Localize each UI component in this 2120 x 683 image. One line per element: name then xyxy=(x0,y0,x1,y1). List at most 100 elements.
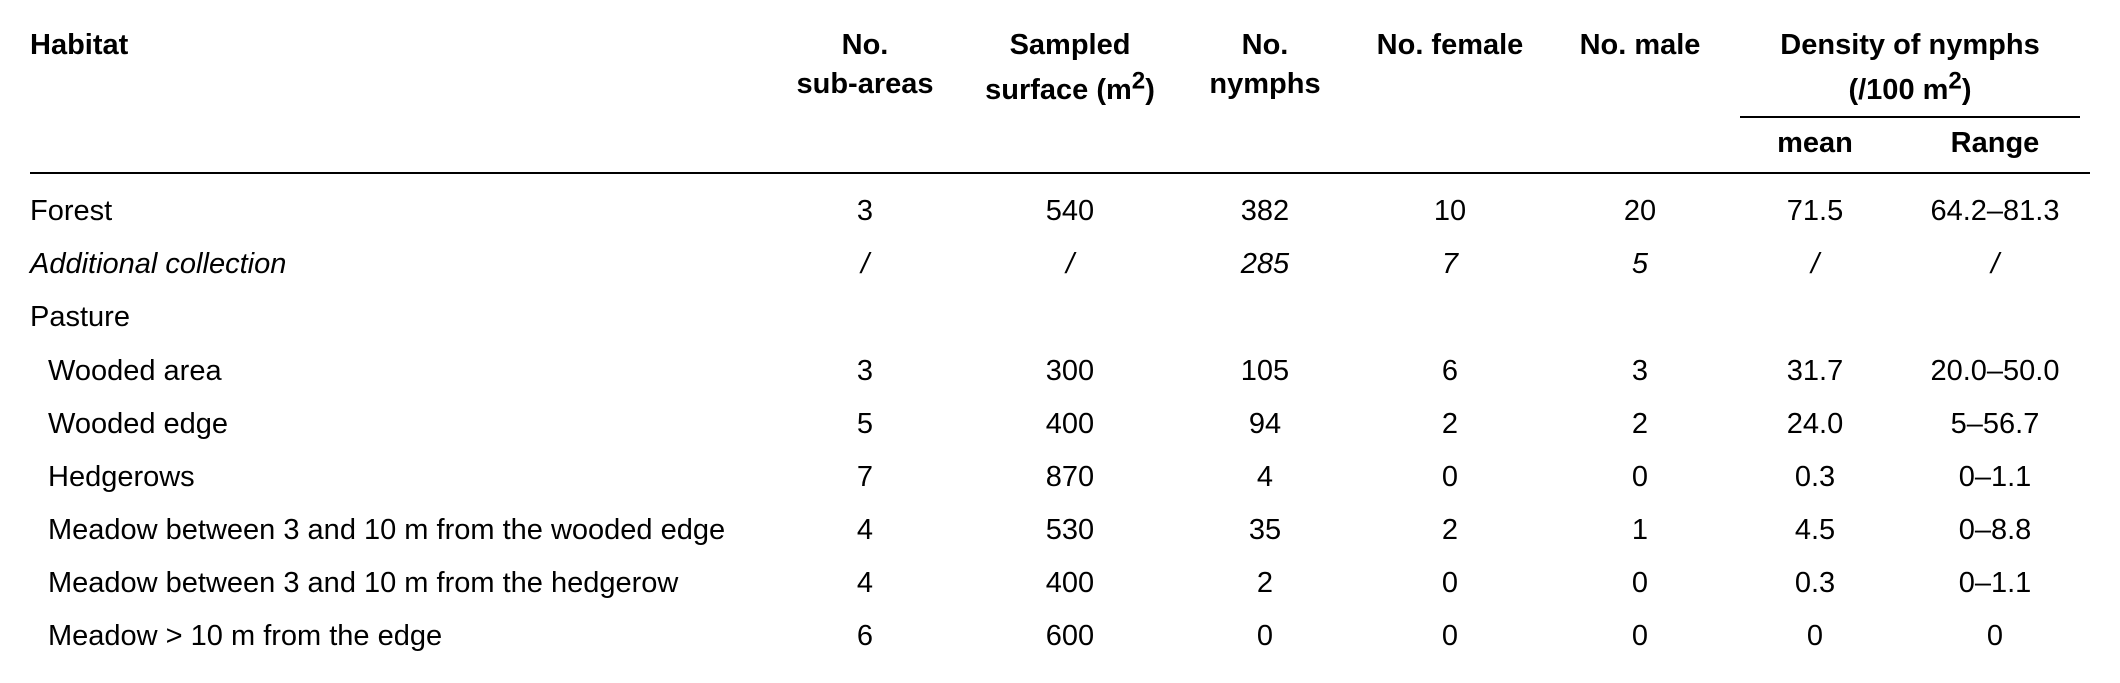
cell-mean xyxy=(1730,291,1900,344)
cell-mean: 24.0 xyxy=(1730,398,1900,451)
cell-female xyxy=(1350,291,1550,344)
col-nymphs-l2: nymphs xyxy=(1209,68,1320,100)
cell-nymphs: 2 xyxy=(1180,557,1350,610)
cell-range: 5–56.7 xyxy=(1900,398,2090,451)
col-surface-l2-sup: 2 xyxy=(1132,67,1145,94)
col-nymphs: No. nymphs xyxy=(1180,20,1350,173)
table-row: Additional collection//28575// xyxy=(30,238,2090,291)
cell-surface: 400 xyxy=(960,557,1180,610)
table-row: Forest3540382102071.564.2–81.3 xyxy=(30,173,2090,238)
density-subrule xyxy=(1740,116,2080,118)
cell-mean: 71.5 xyxy=(1730,173,1900,238)
cell-nymphs: 94 xyxy=(1180,398,1350,451)
col-male: No. male xyxy=(1550,20,1730,173)
cell-nymphs: 35 xyxy=(1180,504,1350,557)
cell-habitat: Additional collection xyxy=(30,238,770,291)
col-density: Density of nymphs (/100 m2) xyxy=(1730,20,2090,124)
cell-nymphs: 285 xyxy=(1180,238,1350,291)
cell-mean: / xyxy=(1730,238,1900,291)
cell-female: 7 xyxy=(1350,238,1550,291)
cell-habitat: Meadow between 3 and 10 m from the hedge… xyxy=(30,557,770,610)
cell-subareas: 7 xyxy=(770,451,960,504)
cell-surface: 400 xyxy=(960,398,1180,451)
table-row: Hedgerows78704000.30–1.1 xyxy=(30,451,2090,504)
cell-female: 0 xyxy=(1350,610,1550,663)
col-surface-l2-pre: surface (m xyxy=(985,74,1132,106)
cell-surface: 300 xyxy=(960,345,1180,398)
col-range: Range xyxy=(1900,124,2090,173)
cell-subareas xyxy=(770,291,960,344)
cell-range: / xyxy=(1900,238,2090,291)
data-table: Habitat No. sub-areas Sampled surface (m… xyxy=(30,20,2090,663)
col-subareas-l2: sub-areas xyxy=(796,68,933,100)
cell-surface: 530 xyxy=(960,504,1180,557)
cell-male xyxy=(1550,291,1730,344)
cell-habitat: Forest xyxy=(30,173,770,238)
cell-mean: 4.5 xyxy=(1730,504,1900,557)
cell-subareas: / xyxy=(770,238,960,291)
col-surface-l2: surface (m2) xyxy=(985,74,1155,106)
col-density-l1: Density of nymphs xyxy=(1780,29,2039,61)
cell-mean: 31.7 xyxy=(1730,345,1900,398)
table-row: Meadow > 10 m from the edge660000000 xyxy=(30,610,2090,663)
cell-nymphs: 105 xyxy=(1180,345,1350,398)
col-surface-l1: Sampled xyxy=(1010,29,1131,61)
cell-surface xyxy=(960,291,1180,344)
cell-female: 2 xyxy=(1350,504,1550,557)
table-container: Habitat No. sub-areas Sampled surface (m… xyxy=(0,0,2120,683)
cell-habitat: Wooded area xyxy=(30,345,770,398)
cell-surface: 540 xyxy=(960,173,1180,238)
cell-female: 0 xyxy=(1350,451,1550,504)
col-density-l2-pre: (/100 m xyxy=(1848,74,1948,106)
cell-nymphs: 382 xyxy=(1180,173,1350,238)
col-density-l2-post: ) xyxy=(1962,74,1972,106)
col-subareas: No. sub-areas xyxy=(770,20,960,173)
col-density-l2-sup: 2 xyxy=(1948,67,1961,94)
cell-habitat: Meadow > 10 m from the edge xyxy=(30,610,770,663)
cell-male: 0 xyxy=(1550,557,1730,610)
table-row: Wooded area33001056331.720.0–50.0 xyxy=(30,345,2090,398)
cell-range: 0–1.1 xyxy=(1900,557,2090,610)
col-surface-l2-post: ) xyxy=(1145,74,1155,106)
cell-female: 0 xyxy=(1350,557,1550,610)
table-row: Pasture xyxy=(30,291,2090,344)
cell-subareas: 4 xyxy=(770,557,960,610)
cell-nymphs: 4 xyxy=(1180,451,1350,504)
cell-female: 10 xyxy=(1350,173,1550,238)
cell-range xyxy=(1900,291,2090,344)
cell-female: 6 xyxy=(1350,345,1550,398)
cell-nymphs: 0 xyxy=(1180,610,1350,663)
col-surface: Sampled surface (m2) xyxy=(960,20,1180,173)
cell-habitat: Meadow between 3 and 10 m from the woode… xyxy=(30,504,770,557)
cell-surface: 600 xyxy=(960,610,1180,663)
cell-subareas: 3 xyxy=(770,345,960,398)
cell-male: 0 xyxy=(1550,451,1730,504)
cell-subareas: 5 xyxy=(770,398,960,451)
table-head: Habitat No. sub-areas Sampled surface (m… xyxy=(30,20,2090,173)
cell-surface: / xyxy=(960,238,1180,291)
cell-subareas: 3 xyxy=(770,173,960,238)
col-female: No. female xyxy=(1350,20,1550,173)
cell-mean: 0.3 xyxy=(1730,557,1900,610)
cell-female: 2 xyxy=(1350,398,1550,451)
col-density-l2: (/100 m2) xyxy=(1848,74,1971,106)
cell-habitat: Pasture xyxy=(30,291,770,344)
col-nymphs-l1: No. xyxy=(1242,29,1289,61)
cell-habitat: Wooded edge xyxy=(30,398,770,451)
cell-range: 0–1.1 xyxy=(1900,451,2090,504)
cell-mean: 0.3 xyxy=(1730,451,1900,504)
cell-surface: 870 xyxy=(960,451,1180,504)
col-habitat: Habitat xyxy=(30,20,770,173)
cell-habitat: Hedgerows xyxy=(30,451,770,504)
cell-range: 20.0–50.0 xyxy=(1900,345,2090,398)
cell-male: 20 xyxy=(1550,173,1730,238)
cell-male: 3 xyxy=(1550,345,1730,398)
table-row: Meadow between 3 and 10 m from the hedge… xyxy=(30,557,2090,610)
cell-mean: 0 xyxy=(1730,610,1900,663)
cell-male: 2 xyxy=(1550,398,1730,451)
cell-male: 5 xyxy=(1550,238,1730,291)
cell-subareas: 4 xyxy=(770,504,960,557)
table-row: Meadow between 3 and 10 m from the woode… xyxy=(30,504,2090,557)
cell-range: 0–8.8 xyxy=(1900,504,2090,557)
cell-range: 0 xyxy=(1900,610,2090,663)
